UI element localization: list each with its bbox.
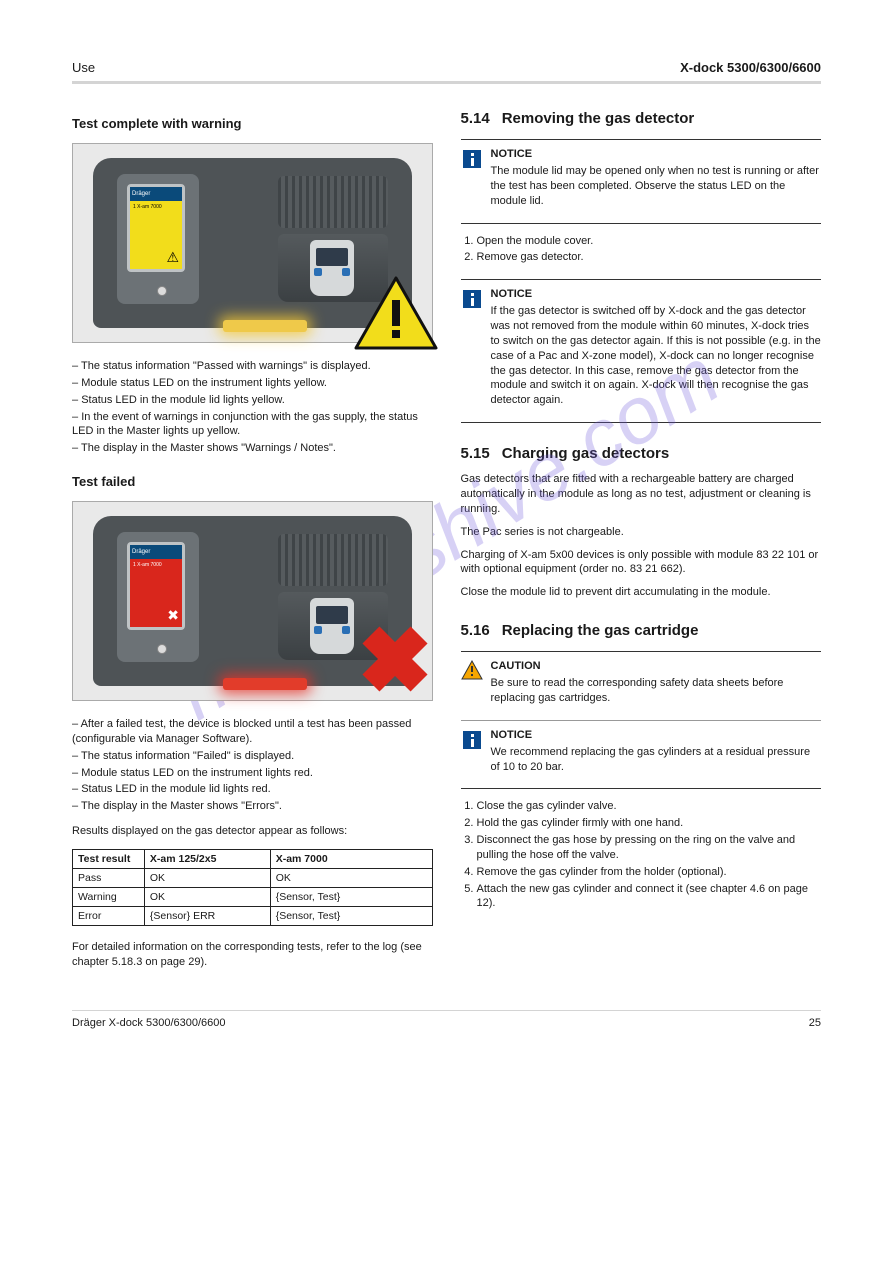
table-row: PassOKOK — [73, 868, 433, 887]
notice-icon — [461, 288, 483, 310]
notice-text: If the gas detector is switched off by X… — [491, 304, 822, 408]
right-column: 5.14Removing the gas detector NOTICE The… — [461, 104, 822, 974]
header-rule — [72, 81, 821, 84]
notice-icon — [461, 148, 483, 170]
section-5-15-heading: 5.15Charging gas detectors — [461, 445, 822, 462]
notice-title: NOTICE — [491, 288, 822, 300]
caution-block: CAUTION Be sure to read the correspondin… — [461, 660, 822, 710]
warning-triangle-icon — [354, 276, 438, 350]
section-5-14-heading: 5.14Removing the gas detector — [461, 110, 822, 127]
footer-brand: Dräger X-dock 5300/6300/6600 — [72, 1017, 226, 1029]
device-screen-failed: Dräger 1 X-am 7000 ✖ — [127, 542, 185, 630]
notice-title: NOTICE — [491, 729, 822, 741]
heading-test-warning: Test complete with warning — [72, 116, 433, 131]
page-header: Use X-dock 5300/6300/6600 — [72, 60, 821, 75]
notice-block: NOTICE The module lid may be opened only… — [461, 148, 822, 213]
caution-text: Be sure to read the corresponding safety… — [491, 676, 822, 706]
log-note: For detailed information on the correspo… — [72, 940, 433, 970]
figure-test-warning: Dräger 1 X-am 7000 ⚠ — [72, 143, 433, 343]
error-x-icon — [356, 620, 434, 698]
para-5-15-2: The Pac series is not chargeable. — [461, 525, 822, 540]
para-5-15-4: Close the module lid to prevent dirt acc… — [461, 585, 822, 600]
page-footer: Dräger X-dock 5300/6300/6600 25 — [72, 1010, 821, 1029]
footer-page: 25 — [809, 1017, 821, 1029]
steps-5-16: Close the gas cylinder valve. Hold the g… — [477, 797, 822, 913]
header-section: Use — [72, 60, 95, 75]
results-table: Test result X-am 125/2x5 X-am 7000 PassO… — [72, 849, 433, 926]
para-5-15-1: Gas detectors that are fitted with a rec… — [461, 472, 822, 517]
notice-text: The module lid may be opened only when n… — [491, 164, 822, 209]
notice-title: NOTICE — [491, 148, 822, 160]
device-screen-warning: Dräger 1 X-am 7000 ⚠ — [127, 184, 185, 272]
table-header: Test result X-am 125/2x5 X-am 7000 — [73, 849, 433, 868]
figure-test-failed: Dräger 1 X-am 7000 ✖ — [72, 501, 433, 701]
results-caption: Results displayed on the gas detector ap… — [72, 824, 433, 839]
warning-bullets: The status information "Passed with warn… — [72, 357, 433, 458]
left-column: Test complete with warning Dräger 1 X-am… — [72, 104, 433, 974]
section-5-16-heading: 5.16Replacing the gas cartridge — [461, 622, 822, 639]
notice-text: We recommend replacing the gas cylinders… — [491, 745, 822, 775]
failed-bullets: After a failed test, the device is block… — [72, 715, 433, 816]
table-row: Error{Sensor} ERR{Sensor, Test} — [73, 906, 433, 925]
status-light-failed — [223, 678, 307, 690]
header-product: X-dock 5300/6300/6600 — [680, 60, 821, 75]
notice-block: NOTICE We recommend replacing the gas cy… — [461, 729, 822, 779]
notice-icon — [461, 729, 483, 751]
heading-test-failed: Test failed — [72, 474, 433, 489]
table-row: WarningOK{Sensor, Test} — [73, 887, 433, 906]
notice-block: NOTICE If the gas detector is switched o… — [461, 288, 822, 412]
para-5-15-3: Charging of X-am 5x00 devices is only po… — [461, 548, 822, 578]
status-light-warning — [223, 320, 307, 332]
caution-title: CAUTION — [491, 660, 822, 672]
steps-5-14: Open the module cover. Remove gas detect… — [477, 232, 822, 268]
caution-icon — [461, 660, 483, 680]
